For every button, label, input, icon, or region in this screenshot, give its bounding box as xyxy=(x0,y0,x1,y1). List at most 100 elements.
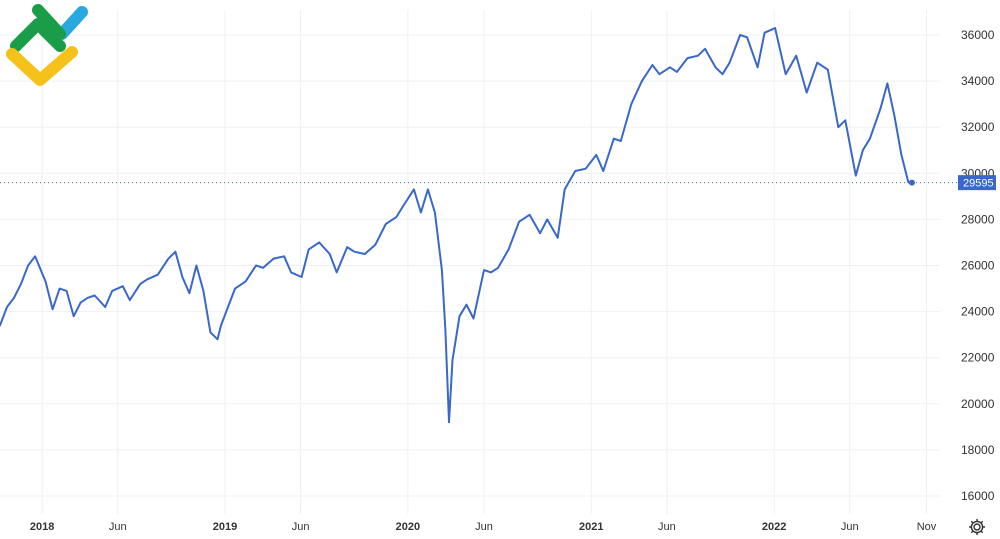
data-point xyxy=(420,211,422,214)
data-point xyxy=(174,251,176,253)
data-point xyxy=(658,73,661,75)
data-point xyxy=(181,276,183,278)
data-point xyxy=(613,138,615,140)
data-point xyxy=(374,244,376,246)
data-point xyxy=(458,315,461,317)
data-point xyxy=(0,324,1,327)
x-tick-label: Jun xyxy=(109,521,127,533)
data-point xyxy=(66,290,68,292)
data-point xyxy=(441,269,443,271)
data-point xyxy=(630,103,632,105)
y-tick-label: 34000 xyxy=(961,74,995,88)
data-point xyxy=(395,216,397,218)
series-line xyxy=(0,27,913,424)
data-point xyxy=(329,253,331,255)
data-point xyxy=(444,329,447,331)
data-point xyxy=(595,154,597,156)
y-tick-label: 22000 xyxy=(961,351,995,365)
data-point xyxy=(94,294,96,297)
data-point xyxy=(244,281,247,283)
data-point xyxy=(346,246,348,248)
data-point xyxy=(353,251,355,253)
data-point xyxy=(73,315,75,317)
data-point xyxy=(557,237,559,239)
data-point xyxy=(44,281,47,283)
data-point xyxy=(364,253,366,255)
data-point xyxy=(746,36,748,38)
data-point xyxy=(216,338,219,340)
data-point xyxy=(879,108,881,110)
data-point xyxy=(234,287,236,290)
data-point xyxy=(907,181,910,184)
last-value-dot xyxy=(908,179,915,186)
data-point xyxy=(59,287,61,290)
last-value-badge: 29595 xyxy=(958,175,996,191)
y-tick-label: 28000 xyxy=(961,212,995,226)
data-point xyxy=(472,317,475,320)
x-tick-label: Nov xyxy=(917,521,937,533)
x-tick-label: 2020 xyxy=(396,521,420,533)
data-point xyxy=(806,92,808,94)
y-tick-label: 26000 xyxy=(961,259,995,273)
x-tick-label: Jun xyxy=(292,521,310,533)
data-point xyxy=(290,271,292,274)
data-point xyxy=(869,138,871,140)
data-point xyxy=(448,421,450,423)
data-point xyxy=(704,48,706,50)
data-point xyxy=(27,264,29,267)
data-point xyxy=(220,324,222,327)
data-point xyxy=(122,285,124,287)
data-point xyxy=(714,66,717,68)
data-point xyxy=(686,57,689,59)
data-point xyxy=(80,301,82,303)
series-points xyxy=(0,27,913,423)
data-point xyxy=(641,80,643,82)
data-point xyxy=(564,188,566,191)
data-point xyxy=(837,126,839,128)
y-axis: 1600018000200002200024000260002800030000… xyxy=(961,28,995,503)
data-point xyxy=(483,269,485,271)
y-tick-label: 24000 xyxy=(961,305,995,319)
data-point xyxy=(146,278,148,280)
last-value-label: 29595 xyxy=(963,178,994,190)
data-point xyxy=(227,306,229,308)
x-axis: 2018 Jun 2019 Jun 2020 Jun 2021 Jun 2022 Jun Nov xyxy=(30,521,937,533)
data-point xyxy=(301,276,303,278)
x-tick-label: Jun xyxy=(658,521,676,533)
data-point xyxy=(886,82,888,85)
data-point xyxy=(721,73,724,75)
data-point xyxy=(795,55,797,57)
data-point xyxy=(764,32,766,34)
data-point xyxy=(13,297,15,299)
data-point xyxy=(34,255,36,257)
x-tick-label: Jun xyxy=(475,521,493,533)
data-point xyxy=(451,359,454,361)
data-point xyxy=(139,283,141,285)
data-point xyxy=(546,218,548,220)
data-point xyxy=(728,62,731,64)
data-point xyxy=(900,154,903,156)
data-point xyxy=(6,306,8,308)
data-point xyxy=(336,271,338,274)
y-tick-label: 32000 xyxy=(961,120,995,134)
data-point xyxy=(209,331,212,333)
data-point xyxy=(111,290,113,292)
data-point xyxy=(651,64,653,66)
x-tick-label: 2018 xyxy=(30,521,54,533)
brand-logo-icon xyxy=(6,4,88,86)
gear-icon[interactable] xyxy=(966,516,988,538)
x-tick-label: 2019 xyxy=(213,521,237,533)
data-point xyxy=(465,304,468,306)
data-point xyxy=(318,241,320,244)
data-point xyxy=(697,55,699,57)
y-tick-label: 36000 xyxy=(961,28,995,42)
data-point xyxy=(785,73,787,75)
data-point xyxy=(816,62,818,64)
data-point xyxy=(188,292,191,294)
data-point xyxy=(676,71,678,73)
y-tick-label: 16000 xyxy=(961,489,995,503)
x-tick-label: 2022 xyxy=(762,521,786,533)
data-point xyxy=(402,204,404,207)
data-point xyxy=(434,211,436,214)
